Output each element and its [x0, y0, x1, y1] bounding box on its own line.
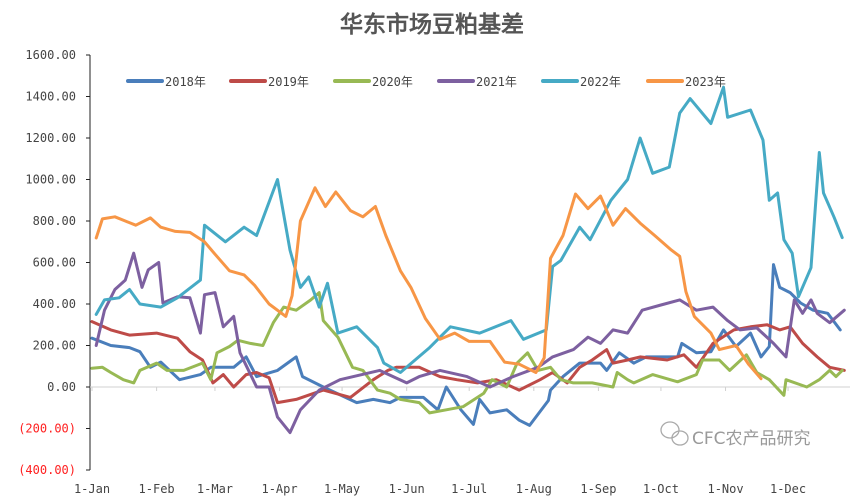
watermark: CFC农产品研究 [660, 421, 811, 449]
y-tick-label: 1000.00 [25, 173, 76, 187]
legend-label: 2019年 [268, 75, 309, 89]
x-tick-label: 1-Nov [707, 482, 743, 496]
legend-item: 2018年 [126, 75, 206, 89]
y-tick-label: 1200.00 [25, 131, 76, 145]
y-tick-label: 400.00 [33, 297, 76, 311]
legend-item: 2021年 [437, 75, 517, 89]
legend: 2018年 2019年 2020年 2021年 2022年 2023年 [126, 75, 726, 89]
y-tick-label: 600.00 [33, 256, 76, 270]
series-line-2018 [90, 263, 842, 427]
y-tick-label: 1600.00 [25, 48, 76, 62]
chart-title: 华东市场豆粕基差 [340, 11, 524, 38]
x-tick-label: 1-Aug [516, 482, 552, 496]
watermark-text: CFC农产品研究 [692, 429, 811, 449]
x-tick-label: 1-Feb [139, 482, 175, 496]
y-tick-label: 800.00 [33, 214, 76, 228]
y-axis: 1600.00 1400.00 1200.00 1000.00 800.00 600.00… [18, 48, 91, 477]
series-line-2019 [90, 320, 846, 405]
series-line-2023 [94, 186, 763, 381]
y-tick-label: 200.00 [33, 339, 76, 353]
x-tick-label: 1-Jul [451, 482, 487, 496]
x-tick-label: 1-Dec [770, 482, 806, 496]
series-line-2020 [90, 291, 844, 415]
x-tick-label: 1-Jan [74, 482, 110, 496]
legend-label: 2018年 [165, 75, 206, 89]
x-tick-label: 1-Jun [389, 482, 425, 496]
x-tick-label: 1-Sep [580, 482, 616, 496]
x-tick-label: 1-Oct [643, 482, 679, 496]
wechat-icon [660, 421, 689, 446]
legend-item: 2020年 [333, 75, 413, 89]
legend-label: 2021年 [476, 75, 517, 89]
x-axis: 1-Jan 1-Feb 1-Mar 1-Apr 1-May 1-Jun 1-Jul 1-Aug… [74, 386, 850, 496]
legend-item: 2023年 [646, 75, 726, 89]
y-tick-label: (200.00) [18, 422, 76, 436]
legend-item: 2022年 [541, 75, 621, 89]
legend-item: 2019年 [229, 75, 309, 89]
series-lines [90, 85, 846, 435]
legend-label: 2020年 [372, 75, 413, 89]
x-tick-label: 1-Apr [261, 482, 297, 496]
y-tick-label: 0.00 [47, 380, 76, 394]
x-tick-label: 1-May [324, 482, 360, 496]
series-line-2022 [94, 85, 844, 374]
y-tick-label: 1400.00 [25, 90, 76, 104]
legend-label: 2022年 [580, 75, 621, 89]
x-tick-label: 1-Mar [197, 482, 233, 496]
legend-label: 2023年 [685, 75, 726, 89]
y-tick-label: (400.00) [18, 463, 76, 477]
